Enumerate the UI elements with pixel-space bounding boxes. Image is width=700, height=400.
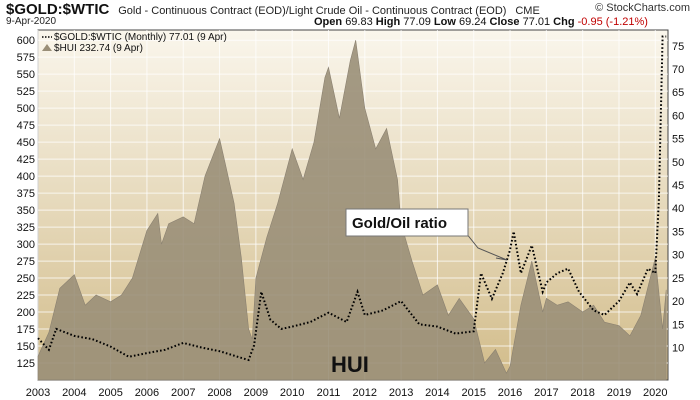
- x-tick-label: 2017: [534, 387, 558, 399]
- chg-label: Chg: [553, 16, 575, 28]
- left-tick-label: 525: [17, 86, 35, 98]
- high-value: 77.09: [403, 16, 431, 28]
- open-label: Open: [314, 16, 343, 28]
- chart-description: Gold - Continuous Contract (EOD)/Light C…: [118, 5, 507, 17]
- left-tick-label: 325: [17, 222, 35, 234]
- right-tick-label: 35: [672, 226, 684, 238]
- x-tick-label: 2013: [389, 387, 413, 399]
- left-tick-label: 300: [17, 239, 35, 251]
- left-tick-label: 250: [17, 273, 35, 285]
- chart-date: 9-Apr-2020: [6, 16, 57, 27]
- chart-symbol: $GOLD:$WTIC: [6, 1, 110, 18]
- open-value: 69.83: [345, 16, 373, 28]
- x-tick-label: 2009: [244, 387, 268, 399]
- gold-oil-ratio-annotation: Gold/Oil ratio: [352, 215, 447, 232]
- left-axis-ticks: 600 575 550 525 500 475 450 425 400 375 350 325 300 2…: [17, 35, 35, 370]
- legend-hui-label: $HUI 232.74 (9 Apr): [54, 43, 143, 54]
- right-tick-label: 45: [672, 180, 684, 192]
- left-tick-label: 275: [17, 256, 35, 268]
- right-tick-label: 10: [672, 343, 684, 355]
- right-axis-ticks: 75 70 65 60 55 50 45 40 35 30 25 20 15 10: [672, 41, 684, 355]
- right-tick-label: 15: [672, 319, 684, 331]
- chart-title: $GOLD:$WTIC Gold - Continuous Contract (…: [6, 1, 540, 18]
- x-tick-label: 2008: [207, 387, 231, 399]
- right-tick-label: 40: [672, 203, 684, 215]
- left-tick-label: 600: [17, 35, 35, 47]
- left-tick-label: 150: [17, 341, 35, 353]
- x-tick-label: 2020: [643, 387, 667, 399]
- x-tick-label: 2014: [425, 387, 449, 399]
- left-tick-label: 125: [17, 358, 35, 370]
- x-tick-label: 2006: [135, 387, 159, 399]
- x-tick-label: 2012: [353, 387, 377, 399]
- gold-oil-callout: Gold/Oil ratio: [345, 208, 508, 261]
- low-label: Low: [433, 16, 456, 28]
- left-tick-label: 400: [17, 171, 35, 183]
- chg-value: -0.95 (-1.21%): [577, 16, 648, 28]
- right-tick-label: 20: [672, 296, 684, 308]
- x-tick-label: 2011: [317, 387, 341, 399]
- left-tick-label: 425: [17, 154, 35, 166]
- x-tick-label: 2018: [570, 387, 594, 399]
- x-tick-label: 2010: [280, 387, 304, 399]
- left-tick-label: 475: [17, 120, 35, 132]
- left-tick-label: 200: [17, 307, 35, 319]
- x-axis-ticks: 2003 2004 2005 2006 2007 2008 2009 2010 2011 2012…: [26, 387, 668, 399]
- right-tick-label: 70: [672, 64, 684, 76]
- legend: $GOLD:$WTIC (Monthly) 77.01 (9 Apr) $HUI…: [42, 32, 227, 54]
- x-tick-label: 2016: [498, 387, 522, 399]
- legend-hui-swatch: [42, 44, 52, 51]
- x-tick-label: 2005: [98, 387, 122, 399]
- right-tick-label: 65: [672, 87, 684, 99]
- right-tick-label: 60: [672, 110, 684, 122]
- callout-box: [345, 208, 469, 237]
- legend-ratio-label: $GOLD:$WTIC (Monthly) 77.01 (9 Apr): [54, 32, 227, 43]
- left-tick-label: 500: [17, 103, 35, 115]
- x-tick-label: 2007: [171, 387, 195, 399]
- ohlc-readout: Open 69.83 High 77.09 Low 69.24 Close 77…: [314, 16, 648, 28]
- right-tick-label: 30: [672, 250, 684, 262]
- right-tick-label: 25: [672, 273, 684, 285]
- left-tick-label: 375: [17, 188, 35, 200]
- high-label: High: [375, 16, 401, 28]
- x-tick-label: 2019: [607, 387, 631, 399]
- callout-arrow: [461, 227, 508, 261]
- right-tick-label: 75: [672, 41, 684, 53]
- left-tick-label: 175: [17, 324, 35, 336]
- right-tick-label: 50: [672, 157, 684, 169]
- chart-exchange: CME: [515, 5, 540, 17]
- close-label: Close: [489, 16, 520, 28]
- left-tick-label: 575: [17, 52, 35, 64]
- hui-annotation: HUI: [331, 352, 369, 377]
- left-tick-label: 550: [17, 69, 35, 81]
- left-tick-label: 225: [17, 290, 35, 302]
- left-tick-label: 450: [17, 137, 35, 149]
- x-tick-label: 2003: [26, 387, 50, 399]
- low-value: 69.24: [458, 16, 487, 28]
- close-value: 77.01: [522, 16, 551, 28]
- x-tick-label: 2015: [461, 387, 485, 399]
- left-tick-label: 350: [17, 205, 35, 217]
- right-tick-label: 55: [672, 134, 684, 146]
- stockcharts-credit: © StockCharts.com: [595, 2, 690, 14]
- x-tick-label: 2004: [62, 387, 86, 399]
